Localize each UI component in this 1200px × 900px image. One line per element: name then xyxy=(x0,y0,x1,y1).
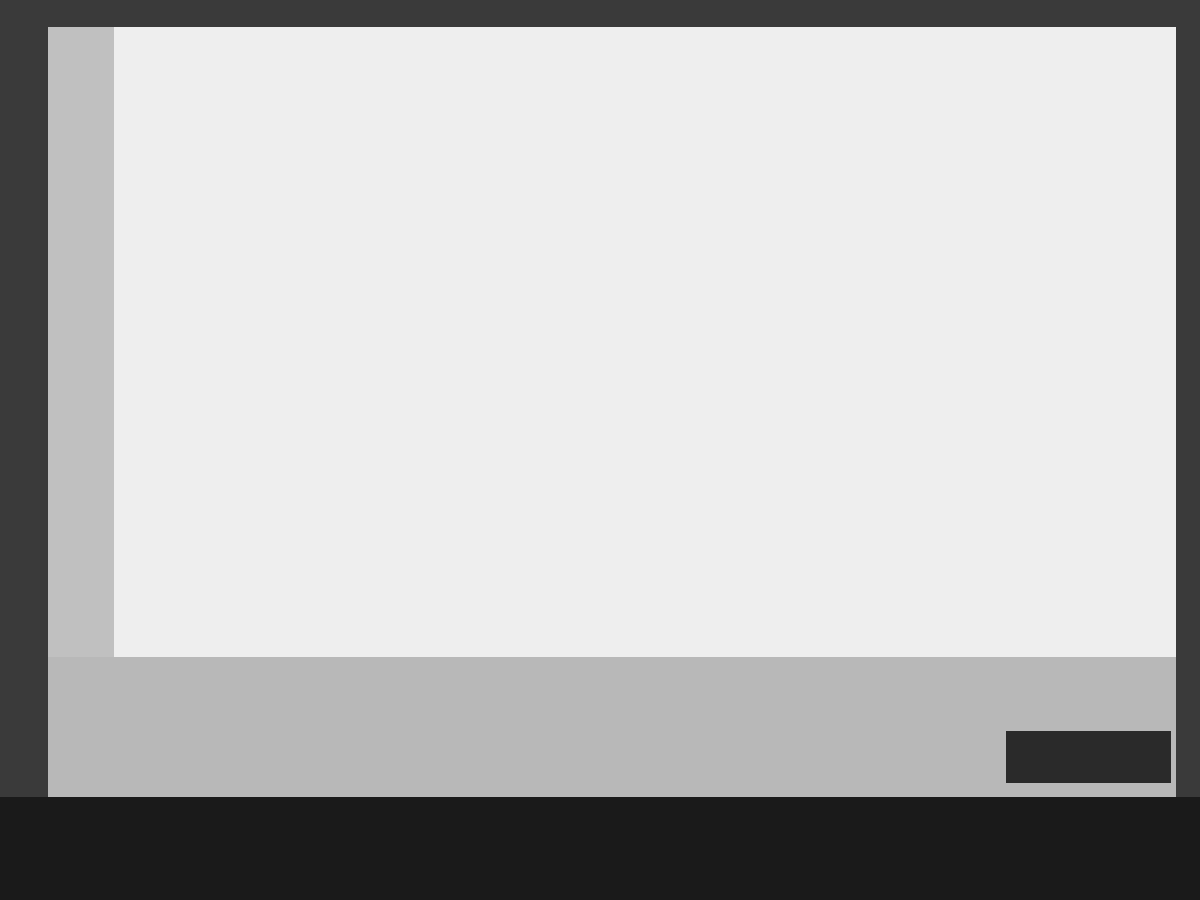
Text: ⊞  ⌕  ▭  ■  ✉  ●  ―  T: ⊞ ⌕ ▭ ■ ✉ ● ― T xyxy=(409,749,626,768)
Text: the numerator because each of the denominators contains an irreducible: the numerator because each of the denomi… xyxy=(266,183,1108,206)
Text: Select one:: Select one: xyxy=(266,453,359,471)
Circle shape xyxy=(264,499,284,514)
Text: In the following decomposition, both fractions have linear expressions in: In the following decomposition, both fra… xyxy=(266,148,1098,172)
Text: of: of xyxy=(203,185,220,203)
Text: True: True xyxy=(292,498,330,516)
Text: Next page: Next page xyxy=(954,680,1037,694)
Text: False: False xyxy=(292,543,337,561)
Text: Is the statement true or false?: Is the statement true or false? xyxy=(266,383,625,408)
Circle shape xyxy=(264,544,284,559)
Text: /: / xyxy=(713,256,718,272)
Text: $\dfrac{s^2-4s+2}{(s^2+1)(s^2-s+7)}\ =\ \dfrac{As+B}{(s^2+1)}\ +\ \dfrac{Cs+D}{(: $\dfrac{s^2-4s+2}{(s^2+1)(s^2-s+7)}\ =\ … xyxy=(352,275,878,336)
Text: quadratic.: quadratic. xyxy=(266,218,383,241)
Text: s page: s page xyxy=(214,680,266,694)
